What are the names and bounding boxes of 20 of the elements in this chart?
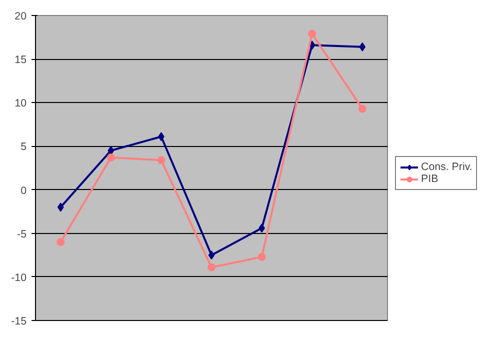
y-tick-label: 20 — [14, 10, 27, 22]
y-tick-label: 0 — [20, 184, 27, 197]
point — [308, 30, 316, 38]
legend-label: Cons. Priv. — [421, 160, 472, 172]
y-tick-label: -15 — [11, 316, 27, 328]
legend-label: PIB — [421, 172, 440, 184]
y-tick-label: -5 — [17, 228, 27, 240]
point — [56, 238, 65, 246]
y-tick-label: 5 — [20, 141, 27, 154]
y-tick-label: -10 — [11, 272, 27, 284]
point — [106, 154, 115, 162]
point — [57, 202, 64, 212]
point — [157, 156, 166, 164]
point — [208, 263, 216, 272]
point — [358, 104, 366, 113]
point — [208, 250, 215, 260]
y-tick-label: 10 — [14, 98, 27, 110]
y-tick-label: 15 — [14, 54, 27, 66]
point — [359, 42, 366, 52]
point — [258, 252, 266, 261]
